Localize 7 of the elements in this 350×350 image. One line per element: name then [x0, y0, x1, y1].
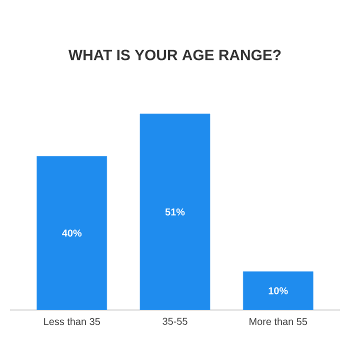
x-tick-label: 35-55: [162, 318, 188, 325]
data-label: 40%: [62, 230, 82, 237]
x-tick-label: More than 55: [250, 318, 308, 326]
chart-title: WHAT IS YOUR AGE RANGE?: [68, 50, 281, 60]
data-label: 51%: [165, 208, 185, 216]
data-label: 10%: [268, 287, 288, 294]
x-tick-label: Less than 35: [44, 318, 100, 326]
